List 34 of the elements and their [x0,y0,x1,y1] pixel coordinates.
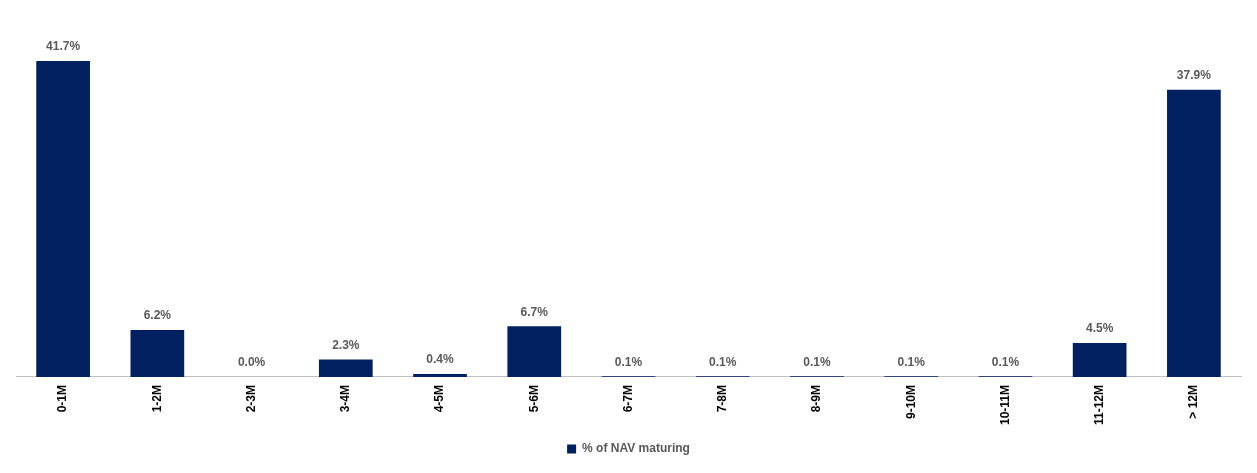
x-tick-label: 9-10M [903,384,918,419]
data-label: 0.1% [803,354,831,369]
x-tick-label: 2-3M [243,384,258,413]
x-tick-label: 7-8M [715,384,730,413]
x-tick-label: 10-11M [997,384,1012,426]
bar [318,359,373,377]
data-label: 0.1% [709,354,737,369]
data-label: 4.5% [1085,321,1114,336]
legend-label: % of NAV maturing [582,441,690,456]
data-label: 37.9% [1176,68,1212,83]
x-tick-label: 11-12M [1091,384,1106,426]
data-label: 0.1% [614,354,643,369]
data-label: 0.4% [426,352,455,367]
data-label: 6.7% [520,304,549,319]
data-label: 0.1% [897,354,926,369]
bar [36,61,90,377]
data-label: 0.0% [237,355,266,370]
bar [1072,342,1127,377]
x-tick-label: 5-6M [526,384,541,413]
x-tick-label: > 12M [1186,384,1201,419]
data-label: 6.2% [143,308,172,323]
x-tick-label: 8-9M [809,384,824,413]
bar [1167,89,1221,377]
bar [507,326,562,377]
x-tick-label: 6-7M [620,384,635,413]
x-tick-label: 4-5M [432,384,447,413]
data-label: 0.1% [991,354,1020,369]
bar [130,330,185,377]
data-label: 2.3% [332,337,360,352]
x-tick-label: 3-4M [338,384,353,413]
data-label: 41.7% [46,39,81,54]
x-tick-label: 1-2M [149,384,164,413]
bar [413,373,467,377]
x-tick-label: 0-1M [55,384,70,413]
